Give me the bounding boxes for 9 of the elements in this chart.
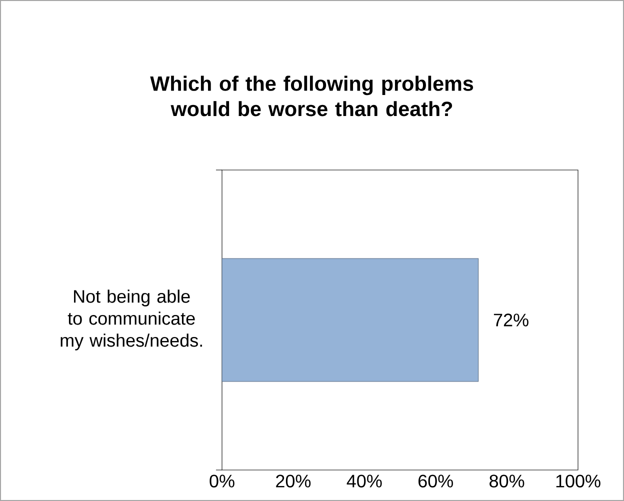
- x-tick-label: 20%: [276, 474, 311, 488]
- x-tick-label: 60%: [418, 474, 453, 488]
- data-label: 72%: [494, 314, 528, 326]
- x-tick-label: 80%: [490, 474, 524, 488]
- x-tick-label: 100%: [556, 474, 600, 488]
- y-tick-label: Not being able to communicate my wishes/needs.: [60, 290, 202, 350]
- x-tick-label: 0%: [210, 474, 234, 488]
- x-tick-label: 40%: [346, 474, 382, 488]
- chart-title: Which of the following problems would be worse than death?: [150, 76, 474, 116]
